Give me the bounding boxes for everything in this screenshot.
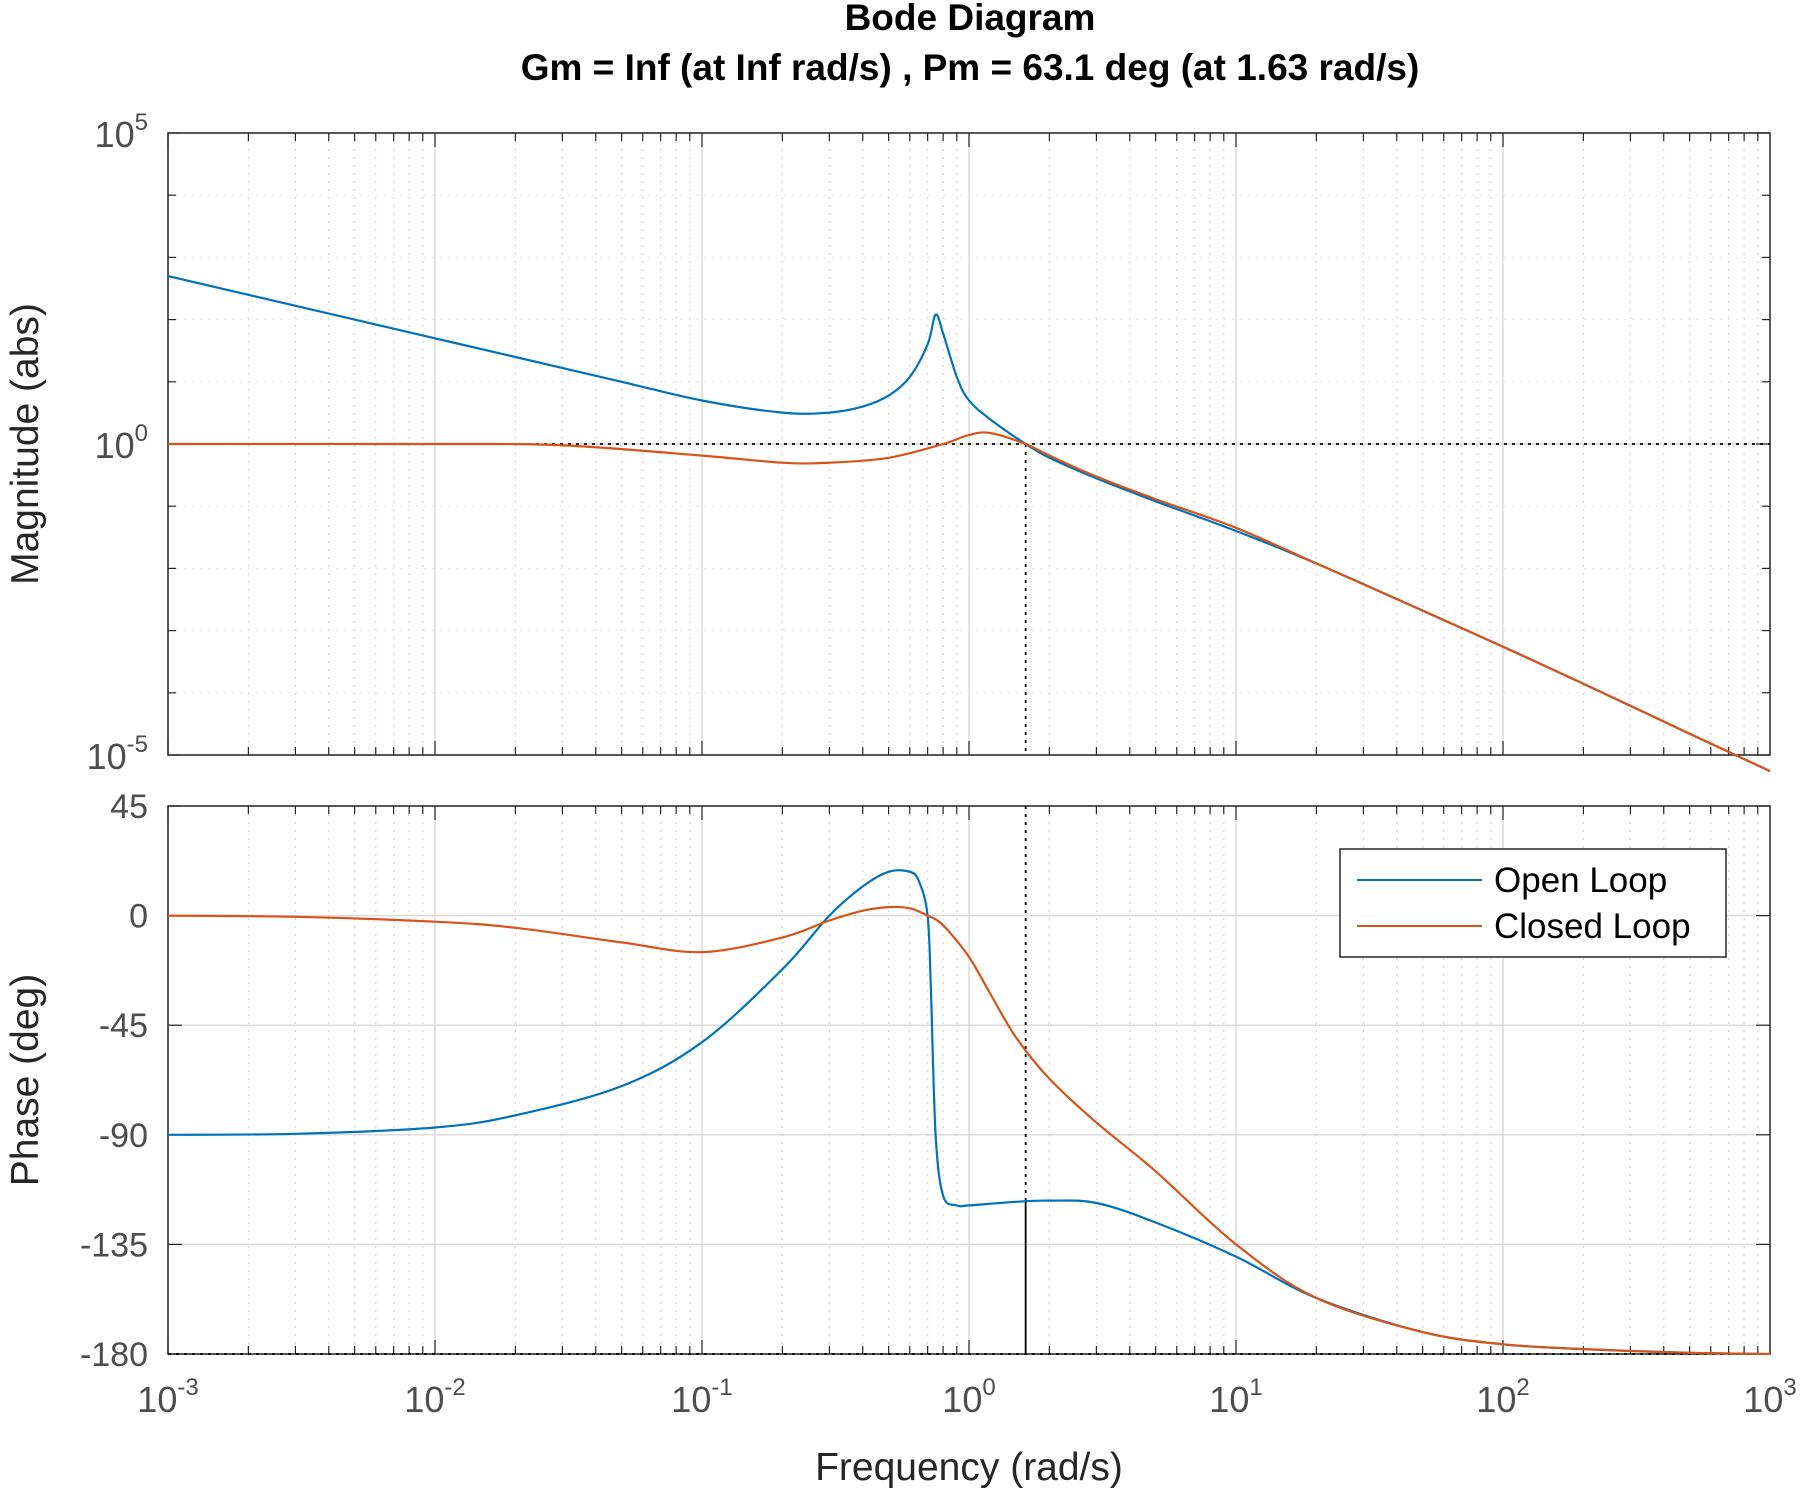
x-tick-label: 102	[1476, 1374, 1529, 1420]
x-tick-label: 100	[942, 1374, 995, 1420]
phase-tick-label: -90	[99, 1117, 148, 1155]
phase-lines	[167, 806, 1771, 1356]
phase-panel: 45 0 -45 -90 -135 -180 Phase (deg)	[4, 788, 1771, 1374]
legend: Open Loop Closed Loop	[1339, 848, 1727, 958]
chart-title: Bode Diagram	[845, 0, 1096, 38]
magnitude-ticks: 105 100 10-5	[87, 109, 1770, 777]
phase-ylabel: Phase (deg)	[4, 974, 47, 1186]
x-tick-label: 10-1	[671, 1374, 732, 1420]
phase-tick-label: -180	[80, 1336, 148, 1374]
magnitude-panel: 105 100 10-5 Magnitude (abs)	[4, 109, 1771, 777]
phase-ticks: 45 0 -45 -90 -135 -180	[80, 788, 1770, 1374]
magnitude-lines	[167, 275, 1771, 773]
legend-open-loop-label: Open Loop	[1494, 861, 1667, 900]
magnitude-ylabel: Magnitude (abs)	[4, 303, 47, 585]
phase-tick-label: 0	[129, 898, 148, 936]
x-tick-label: 101	[1209, 1374, 1262, 1420]
x-tick-labels: 10-3 10-2 10-1 100 101 102 103	[137, 1374, 1796, 1420]
legend-closed-loop-label: Closed Loop	[1494, 907, 1691, 946]
legend-box	[1339, 848, 1727, 958]
magnitude-closed-loop-line	[167, 431, 1771, 773]
x-tick-label: 10-2	[404, 1374, 465, 1420]
magnitude-tick-label: 105	[95, 109, 148, 155]
chart-subtitle: Gm = Inf (at Inf rad/s) , Pm = 63.1 deg …	[521, 47, 1420, 88]
phase-closed-loop-line	[167, 905, 1771, 1356]
x-axis-label: Frequency (rad/s)	[815, 1446, 1123, 1489]
phase-tick-label: 45	[110, 788, 148, 826]
phase-tick-label: -135	[80, 1226, 148, 1264]
phase-tick-label: -45	[99, 1007, 148, 1045]
x-tick-label: 10-3	[137, 1374, 198, 1420]
magnitude-tick-label: 100	[95, 420, 148, 466]
magnitude-tick-label: 10-5	[87, 731, 148, 777]
x-tick-label: 103	[1743, 1374, 1796, 1420]
